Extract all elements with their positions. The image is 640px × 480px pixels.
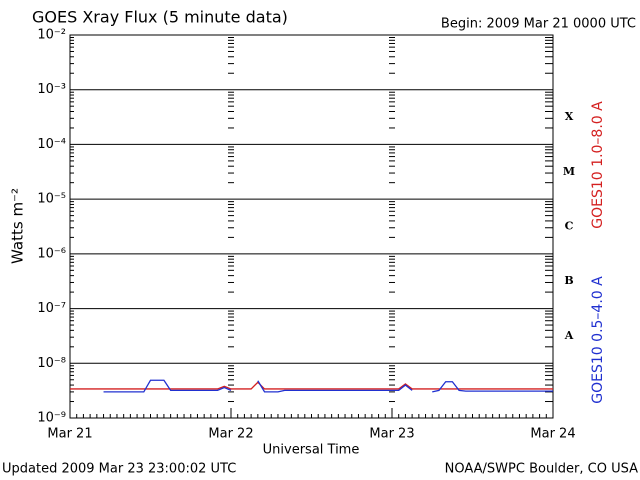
flare-class-label: X: [565, 110, 574, 123]
y-tick-label: 10⁻⁵: [37, 192, 66, 207]
chart-subtitle: Begin: 2009 Mar 21 0000 UTC: [441, 17, 636, 32]
chart-title: GOES Xray Flux (5 minute data): [32, 8, 288, 27]
flare-class-label: C: [565, 220, 574, 233]
footer-left: Updated 2009 Mar 23 23:00:02 UTC: [2, 462, 236, 477]
y-tick-label: 10⁻⁴: [37, 137, 66, 152]
y-tick-label: 10⁻³: [37, 82, 66, 97]
legend-label: GOES10 1.0–8.0 A: [590, 101, 606, 229]
x-tick-label: Mar 24: [530, 427, 575, 442]
y-tick-label: 10⁻²: [37, 28, 66, 43]
series-line: [103, 379, 553, 393]
flare-class-label: B: [564, 274, 573, 287]
x-axis-label: Universal Time: [263, 443, 360, 458]
y-axis-label: Watts m⁻²: [9, 188, 27, 264]
flare-class-label: M: [563, 165, 575, 178]
y-tick-label: 10⁻⁷: [37, 301, 66, 316]
footer-right: NOAA/SWPC Boulder, CO USA: [445, 462, 638, 477]
y-tick-label: 10⁻⁶: [37, 246, 66, 261]
flare-class-label: A: [564, 329, 574, 342]
y-tick-label: 10⁻⁸: [37, 356, 66, 371]
y-tick-label: 10⁻⁹: [37, 411, 66, 426]
x-tick-label: Mar 23: [369, 427, 414, 442]
legend-label: GOES10 0.5–4.0 A: [590, 276, 606, 404]
x-tick-label: Mar 21: [47, 427, 92, 442]
x-tick-label: Mar 22: [208, 427, 253, 442]
series-line: [70, 381, 553, 390]
